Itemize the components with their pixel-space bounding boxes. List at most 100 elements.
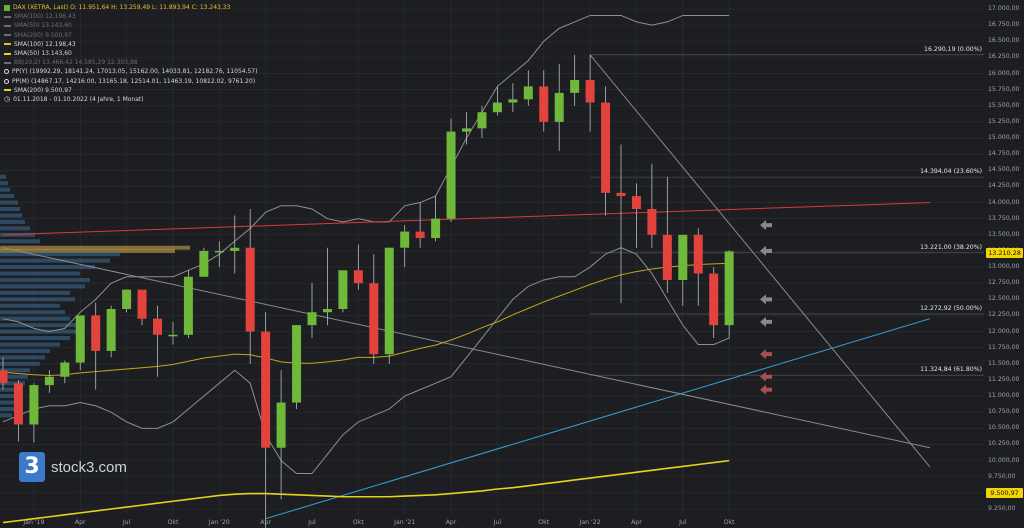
candle-body bbox=[137, 289, 147, 319]
y-tick-label: 10.750,00 bbox=[988, 408, 1020, 416]
volume-bar bbox=[0, 348, 50, 353]
bb-upper-line bbox=[2, 14, 730, 333]
candle-body bbox=[446, 131, 456, 219]
x-tick-label: Jan '20 bbox=[208, 519, 230, 526]
y-tick-label: 12.000,00 bbox=[988, 327, 1020, 335]
volume-bar bbox=[0, 187, 10, 192]
legend-dim-row: SMA(200) 9.500,97 bbox=[4, 31, 257, 40]
pivot-icon bbox=[4, 78, 9, 84]
volume-bar bbox=[0, 284, 85, 289]
y-tick-label: 13.000,00 bbox=[988, 263, 1020, 271]
candle-body bbox=[570, 79, 580, 93]
candle-body bbox=[338, 270, 348, 309]
x-tick-label: Jul bbox=[308, 519, 316, 526]
volume-bar bbox=[0, 219, 25, 224]
candle-body bbox=[106, 309, 116, 351]
fib-level-label: 12.272,92 (50.00%) bbox=[920, 304, 982, 312]
candle-body bbox=[477, 112, 487, 129]
volume-bar bbox=[0, 258, 110, 263]
volume-bar bbox=[0, 413, 12, 418]
y-tick-label: 15.500,00 bbox=[988, 101, 1020, 109]
candle-body bbox=[585, 79, 595, 103]
legend-sma200: SMA(200) 9.500,97 bbox=[14, 86, 72, 94]
legend-bb: BB(20,2) 13.466,42 14.585,29 12.303,98 bbox=[14, 59, 138, 67]
candle-body bbox=[724, 251, 734, 326]
candle-body bbox=[0, 370, 8, 384]
volume-bar bbox=[0, 407, 14, 411]
volume-bar bbox=[0, 394, 20, 399]
pivot-arrow-icon bbox=[760, 371, 772, 382]
candle-body bbox=[709, 273, 719, 326]
candle-body bbox=[384, 247, 394, 355]
x-tick-label: Jan '22 bbox=[579, 519, 601, 526]
candle-body bbox=[44, 376, 54, 386]
y-tick-label: 12.750,00 bbox=[988, 279, 1020, 287]
candle-body bbox=[183, 276, 193, 335]
volume-bar bbox=[0, 174, 6, 179]
volume-bar bbox=[0, 271, 80, 276]
trendline bbox=[265, 318, 931, 520]
volume-bar bbox=[0, 232, 35, 237]
legend-sma100-row: SMA(100) 12.198,43 bbox=[4, 40, 257, 49]
candle-body bbox=[631, 196, 641, 209]
volume-bar bbox=[0, 290, 70, 295]
y-tick-label: 10.000,00 bbox=[988, 456, 1020, 464]
trendline bbox=[589, 54, 931, 468]
volume-bar bbox=[0, 316, 70, 321]
candle-body bbox=[400, 231, 410, 248]
volume-bar bbox=[0, 207, 20, 211]
legend-title: DAX (XETRA, Last) O: 11.951,64 H: 13.259… bbox=[13, 4, 231, 11]
candle-body bbox=[492, 102, 502, 113]
candle-body bbox=[678, 234, 688, 280]
volume-bar bbox=[0, 194, 14, 199]
moving-averages bbox=[2, 262, 730, 524]
candle-body bbox=[292, 325, 302, 403]
candle-body bbox=[91, 315, 101, 351]
x-tick-label: Apr bbox=[445, 519, 457, 526]
volume-bar bbox=[0, 303, 60, 308]
y-tick-label: 15.000,00 bbox=[988, 134, 1020, 142]
candle-body bbox=[369, 283, 379, 355]
volume-bar bbox=[0, 248, 175, 253]
pivot-arrow-icon bbox=[760, 384, 772, 395]
candle-body bbox=[601, 102, 611, 193]
candle-body bbox=[13, 383, 23, 425]
y-tick-label: 10.250,00 bbox=[988, 440, 1020, 448]
y-tick-label: 16.750,00 bbox=[988, 21, 1020, 29]
legend-dim-text: SMA(50) 13.143,60 bbox=[14, 22, 72, 30]
y-tick-label: 11.000,00 bbox=[988, 392, 1020, 400]
legend-range-row: ◷ 01.11.2018 - 01.10.2022 (4 Jahre, 1 Mon… bbox=[4, 95, 257, 104]
volume-bar bbox=[0, 297, 75, 302]
pivot-markers bbox=[760, 220, 772, 395]
y-tick-label: 14.250,00 bbox=[988, 182, 1020, 190]
candle-body bbox=[276, 402, 286, 448]
y-tick-label: 9.750,00 bbox=[988, 472, 1016, 480]
y-tick-label: 13.750,00 bbox=[988, 214, 1020, 222]
candle-body bbox=[539, 86, 549, 122]
trendline bbox=[2, 202, 931, 236]
fib-level-label: 16.290,19 (0.00%) bbox=[924, 45, 982, 53]
trendline bbox=[2, 247, 931, 449]
x-tick-label: Apr bbox=[74, 519, 86, 526]
legend-ppy: PP(Y) (19992.29, 18141.24, 17013.05, 151… bbox=[12, 68, 258, 76]
sma200-line bbox=[2, 459, 730, 524]
volume-bar bbox=[0, 329, 80, 334]
volume-bar bbox=[0, 265, 95, 270]
volume-bar bbox=[0, 381, 25, 386]
volume-bar bbox=[0, 310, 65, 315]
y-tick-label: 15.750,00 bbox=[988, 85, 1020, 93]
candle-body bbox=[307, 312, 317, 326]
candle-body bbox=[29, 385, 39, 425]
candlesticks bbox=[0, 54, 734, 528]
volume-bar bbox=[0, 226, 30, 231]
candle-body bbox=[415, 231, 425, 239]
volume-bar bbox=[0, 245, 190, 250]
candle-body bbox=[462, 128, 471, 132]
x-tick-label: Okt bbox=[538, 519, 550, 526]
y-tick-label: 16.500,00 bbox=[988, 37, 1020, 45]
volume-bar bbox=[0, 387, 22, 392]
stock3-logo-icon: 3 bbox=[19, 452, 45, 482]
clock-icon: ◷ bbox=[4, 94, 11, 103]
volume-bar bbox=[0, 368, 30, 373]
